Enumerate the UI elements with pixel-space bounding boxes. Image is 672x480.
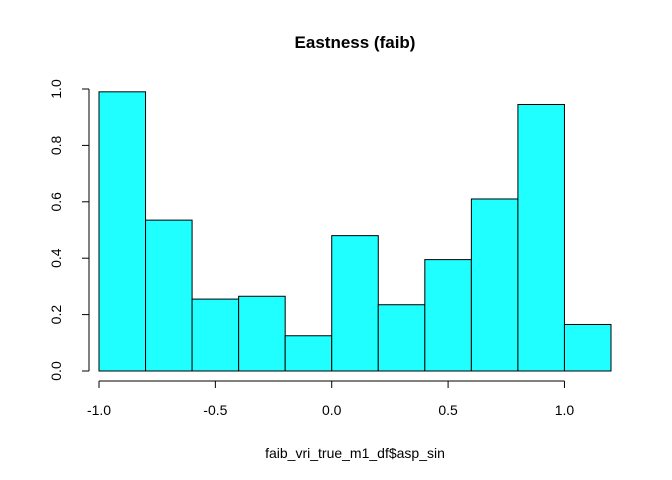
x-tick-label: 1.0 <box>555 402 575 418</box>
y-tick-label: 0.0 <box>48 361 64 381</box>
chart-title: Eastness (faib) <box>295 33 416 52</box>
y-tick-label: 1.0 <box>48 79 64 99</box>
y-tick-label: 0.4 <box>48 248 64 268</box>
histogram-bar <box>517 104 565 372</box>
x-tick-label: 0.0 <box>322 402 342 418</box>
y-axis: 0.0 0.2 0.4 0.6 0.8 1.0 <box>48 79 90 381</box>
x-tick-label: 0.5 <box>438 402 458 418</box>
histogram-bar <box>563 323 612 372</box>
x-axis-label: faib_vri_true_m1_df$asp_sin <box>265 445 445 461</box>
x-tick-label: -1.0 <box>87 402 111 418</box>
histogram-bar <box>284 335 333 372</box>
histogram-bar <box>424 259 472 372</box>
bars-group <box>98 91 612 372</box>
x-axis: -1.0 -0.5 0.0 0.5 1.0 <box>87 380 575 418</box>
histogram-bar <box>145 219 193 372</box>
histogram-bar <box>470 198 519 372</box>
x-tick-label: -0.5 <box>203 402 227 418</box>
histogram-bar <box>331 235 379 372</box>
histogram-bar <box>98 91 147 372</box>
y-tick-label: 0.2 <box>48 305 64 325</box>
histogram-bar <box>191 298 240 372</box>
histogram-bar <box>377 304 426 372</box>
y-tick-label: 0.6 <box>48 192 64 212</box>
histogram-bar <box>238 295 286 372</box>
y-tick-label: 0.8 <box>48 135 64 155</box>
